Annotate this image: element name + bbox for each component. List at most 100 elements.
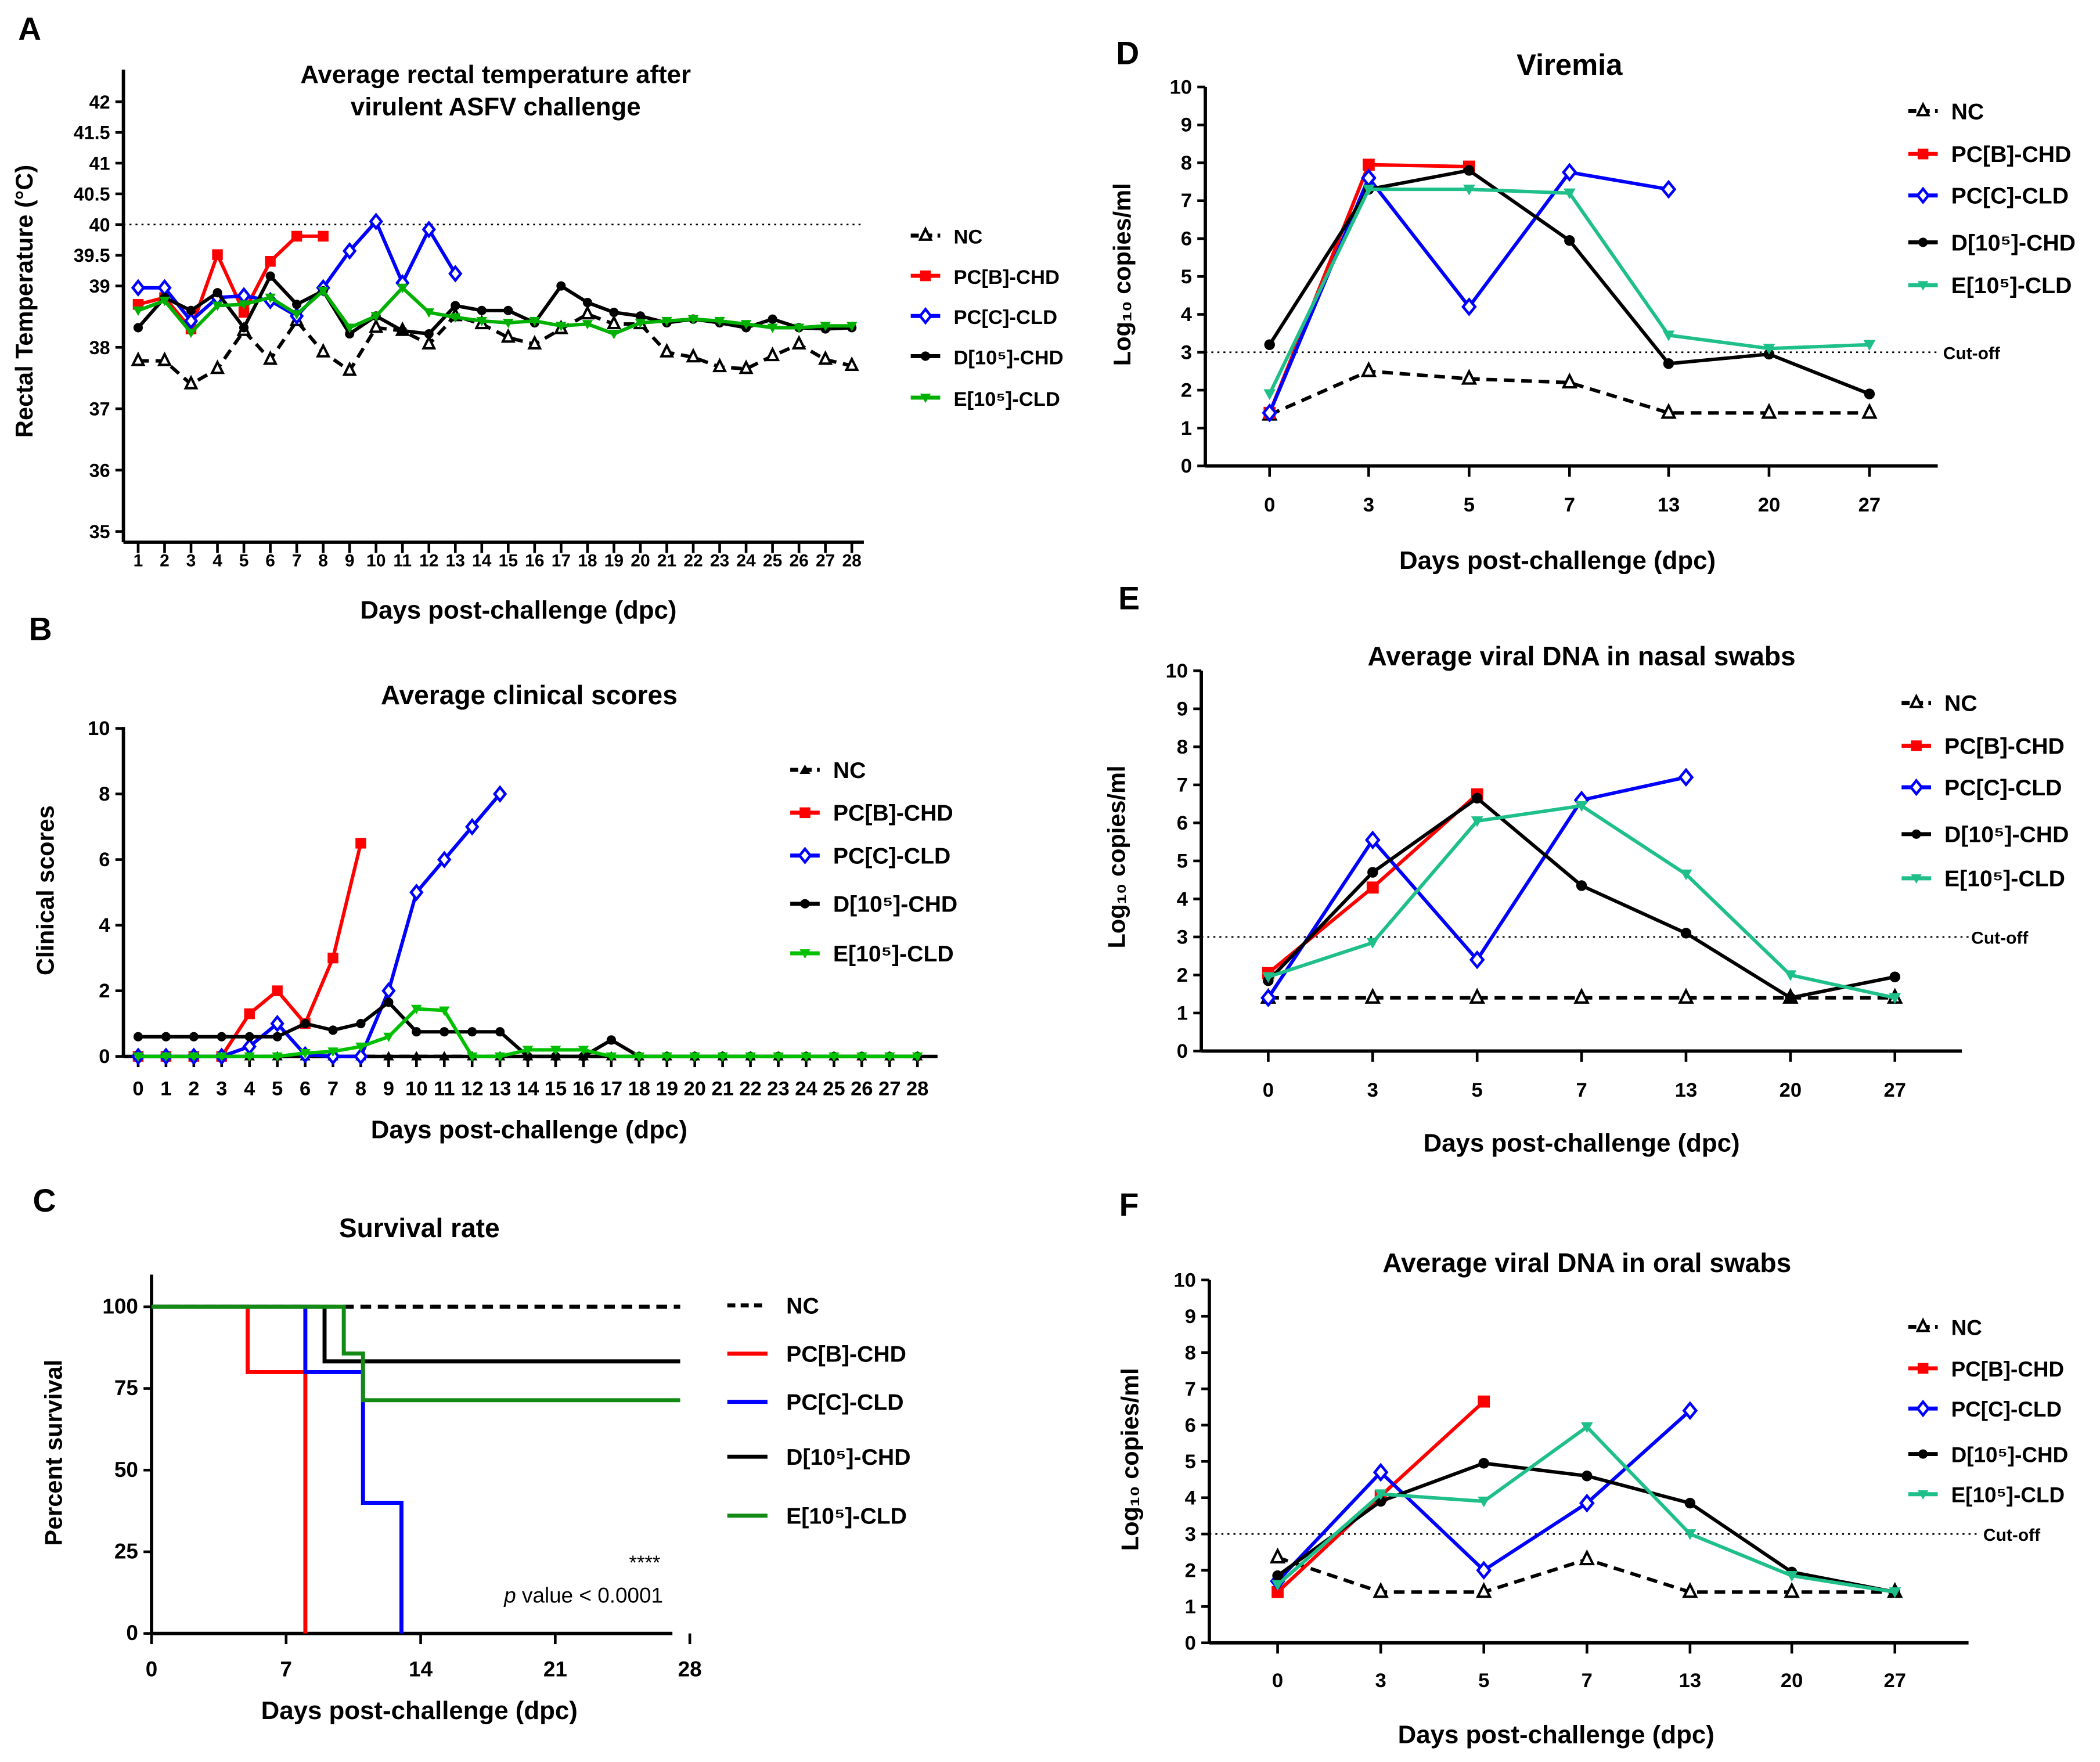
panel-letter: C [33, 1183, 56, 1219]
data-point-marker [1461, 297, 1477, 316]
x-axis-label: Days post-challenge (dpc) [261, 1696, 578, 1725]
data-point-marker [717, 1052, 728, 1062]
data-point-marker [1660, 179, 1677, 199]
data-point-marker [1471, 816, 1483, 827]
legend-label: NC [786, 1293, 819, 1318]
x-tick-label: 18 [628, 1078, 650, 1100]
x-tick-label: 25 [823, 1078, 845, 1100]
panel-letter: F [1119, 1187, 1139, 1223]
data-point-marker [773, 1052, 784, 1062]
data-point-marker [1579, 1549, 1595, 1566]
legend-label: E[10⁵]-CLD [786, 1504, 907, 1529]
x-tick-label: 17 [600, 1078, 622, 1100]
data-point-marker [1476, 1561, 1492, 1580]
data-point-marker [492, 785, 507, 803]
data-point-marker [210, 359, 225, 374]
x-tick-label: 3 [186, 552, 196, 571]
data-point-marker [522, 1046, 534, 1055]
survival-step-line [152, 1305, 308, 1634]
data-point-marker [503, 305, 513, 315]
data-point-marker [1915, 102, 1930, 117]
legend-item: PC[C]-CLD [1908, 1397, 2062, 1421]
data-point-marker [265, 271, 275, 281]
data-point-marker [582, 320, 593, 330]
y-tick-label: 1 [1177, 1002, 1188, 1024]
x-tick-label: 1 [134, 552, 143, 571]
x-tick-label: 25 [763, 552, 782, 571]
data-point-marker [1889, 993, 1901, 1004]
data-point-marker [183, 374, 199, 390]
series-4 [152, 1305, 680, 1403]
data-point-marker [328, 1025, 338, 1035]
data-point-marker [1563, 188, 1576, 200]
data-point-marker [1271, 1586, 1284, 1598]
legend-item: PC[B]-CHD [910, 266, 1060, 289]
legend-item: D[10⁵]-CHD [727, 1445, 911, 1470]
legend-label: PC[C]-CLD [1951, 1397, 2062, 1421]
data-point-marker [451, 301, 460, 311]
data-point-marker [550, 1046, 561, 1055]
legend-label: NC [1951, 1316, 1982, 1339]
legend-item: E[10⁵]-CLD [790, 942, 954, 967]
data-point-marker [1463, 185, 1475, 196]
legend-label: PC[C]-CLD [1951, 184, 2069, 209]
data-point-marker [1580, 1422, 1593, 1433]
legend-label: D[10⁵]-CHD [1944, 823, 2069, 848]
data-point-marker [1761, 402, 1777, 419]
data-point-marker [1366, 881, 1379, 894]
y-tick-label: 39 [89, 276, 110, 297]
data-point-marker [1680, 869, 1692, 881]
y-tick-label: 75 [114, 1376, 138, 1400]
data-point-marker [846, 322, 858, 331]
x-tick-label: 20 [683, 1078, 705, 1100]
series-line [1267, 803, 1896, 1000]
data-point-marker [381, 982, 396, 1000]
legend-item: E[10⁵]-CLD [1908, 273, 2072, 298]
data-point-marker [1682, 1401, 1698, 1421]
x-tick-label: 10 [366, 552, 386, 571]
data-point-marker [1579, 1493, 1595, 1513]
data-point-marker [1373, 1581, 1389, 1598]
significance-stars: **** [629, 1552, 661, 1574]
series-line [137, 285, 852, 336]
y-tick-label: 0 [1181, 455, 1192, 477]
x-axis-label: Days post-challenge (dpc) [360, 596, 676, 624]
y-tick-label: 100 [102, 1294, 138, 1318]
data-point-marker [767, 323, 778, 333]
y-tick-label: 2 [1181, 380, 1192, 402]
y-tick-label: 10 [1166, 660, 1188, 682]
x-tick-label: 20 [1780, 1079, 1802, 1101]
x-tick-label: 27 [1858, 494, 1881, 516]
y-tick-label: 40.5 [74, 183, 110, 204]
y-tick-label: 3 [1185, 1523, 1196, 1545]
data-point-marker [423, 308, 434, 318]
data-point-marker [439, 1006, 450, 1016]
data-point-marker [1863, 340, 1876, 351]
y-tick-label: 3 [1181, 341, 1192, 363]
data-point-marker [183, 312, 199, 330]
data-point-marker [503, 319, 514, 329]
data-point-marker [327, 952, 338, 964]
data-point-marker [1561, 372, 1578, 389]
data-point-marker [1461, 369, 1478, 385]
data-point-marker [633, 1052, 645, 1062]
data-point-marker [356, 1019, 366, 1029]
legend-label: E[10⁵]-CLD [1944, 867, 2065, 892]
data-point-marker [465, 817, 480, 836]
data-point-marker [157, 351, 172, 366]
legend-item: E[10⁵]-CLD [910, 388, 1060, 410]
data-point-marker [272, 985, 283, 996]
legend-item: NC [1908, 1316, 1982, 1339]
data-point-marker [1889, 971, 1900, 982]
data-point-marker [1469, 988, 1485, 1004]
x-tick-label: 14 [409, 1657, 433, 1681]
legend-item: NC [1901, 691, 1977, 716]
data-point-marker [556, 281, 566, 291]
x-tick-label: 19 [656, 1078, 678, 1100]
data-point-marker [1861, 402, 1878, 419]
data-point-marker [132, 1052, 144, 1062]
data-point-marker [132, 306, 144, 316]
x-tick-label: 28 [678, 1657, 702, 1681]
data-point-marker [800, 899, 810, 909]
series-0 [131, 305, 859, 390]
